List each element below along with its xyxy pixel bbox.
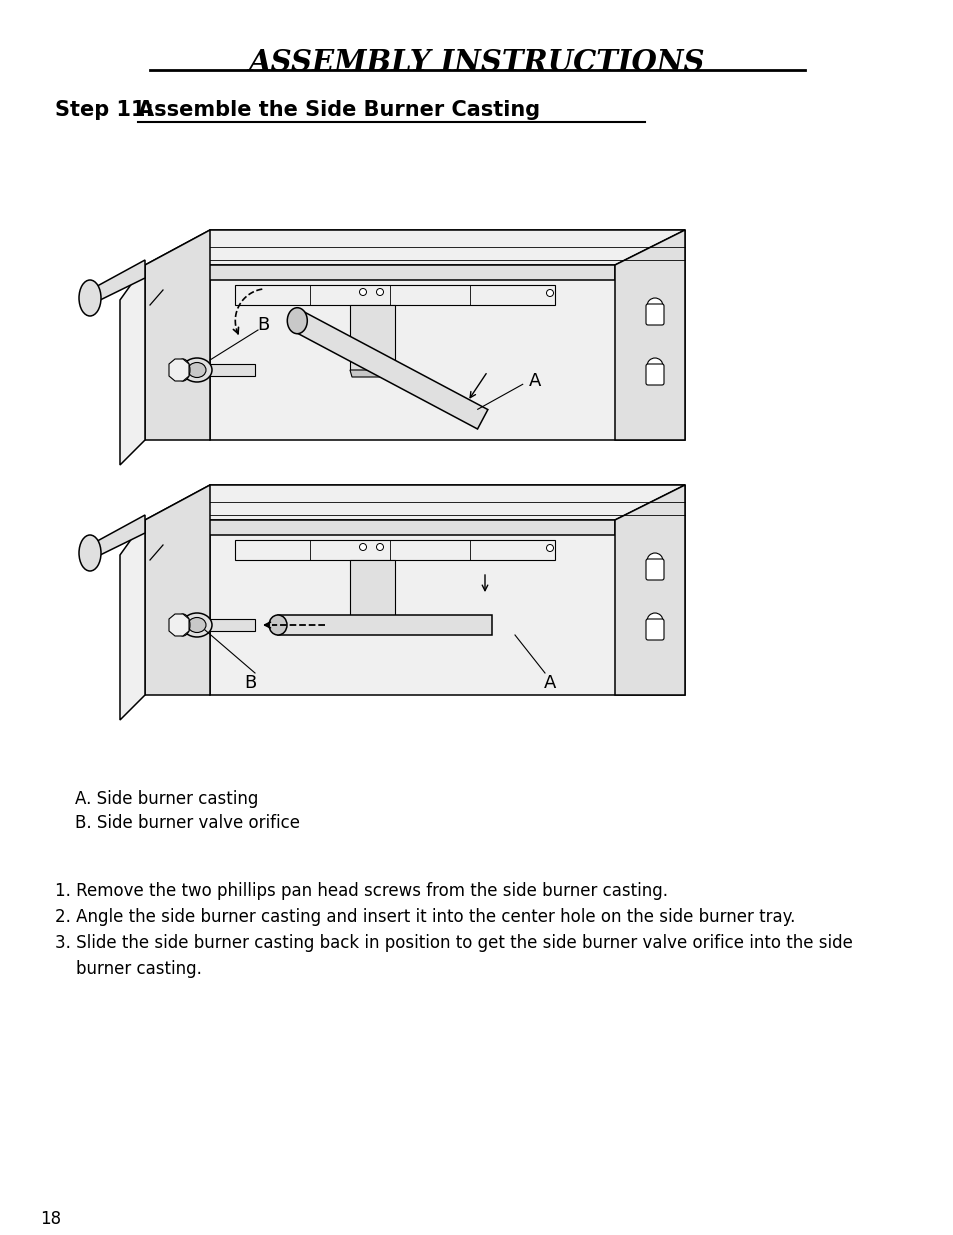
Circle shape: [646, 358, 662, 374]
Ellipse shape: [175, 614, 190, 636]
Circle shape: [646, 613, 662, 629]
Polygon shape: [277, 615, 492, 635]
Ellipse shape: [182, 613, 212, 637]
Polygon shape: [145, 520, 615, 535]
Polygon shape: [145, 230, 210, 440]
Ellipse shape: [269, 615, 287, 635]
Text: 18: 18: [40, 1210, 61, 1228]
Text: B: B: [256, 316, 269, 333]
Text: A. Side burner casting: A. Side burner casting: [75, 790, 258, 808]
Text: 3. Slide the side burner casting back in position to get the side burner valve o: 3. Slide the side burner casting back in…: [55, 934, 852, 952]
Text: B. Side burner valve orifice: B. Side burner valve orifice: [75, 814, 299, 832]
Polygon shape: [350, 625, 395, 632]
Ellipse shape: [79, 280, 101, 316]
Circle shape: [359, 543, 366, 551]
Ellipse shape: [287, 308, 307, 333]
Polygon shape: [169, 359, 189, 382]
FancyBboxPatch shape: [645, 619, 663, 640]
Polygon shape: [350, 305, 395, 370]
Circle shape: [376, 289, 383, 295]
Circle shape: [546, 545, 553, 552]
Polygon shape: [350, 370, 395, 377]
Polygon shape: [90, 261, 145, 305]
Polygon shape: [234, 285, 555, 305]
Circle shape: [376, 543, 383, 551]
Polygon shape: [120, 266, 145, 466]
Polygon shape: [615, 230, 684, 440]
Polygon shape: [145, 485, 684, 520]
Text: Assemble the Side Burner Casting: Assemble the Side Burner Casting: [138, 100, 539, 120]
Text: Step 11:: Step 11:: [55, 100, 161, 120]
Polygon shape: [120, 520, 145, 720]
Circle shape: [646, 553, 662, 569]
Ellipse shape: [188, 363, 206, 378]
Polygon shape: [210, 485, 684, 695]
Ellipse shape: [188, 618, 206, 632]
Polygon shape: [209, 364, 254, 375]
Polygon shape: [145, 266, 615, 280]
Ellipse shape: [175, 359, 190, 382]
Ellipse shape: [182, 358, 212, 382]
Text: burner casting.: burner casting.: [55, 960, 202, 978]
Polygon shape: [209, 619, 254, 631]
Polygon shape: [292, 311, 487, 429]
Text: A: A: [528, 372, 540, 390]
Polygon shape: [615, 485, 684, 695]
Polygon shape: [145, 485, 210, 695]
Circle shape: [359, 289, 366, 295]
Text: 1. Remove the two phillips pan head screws from the side burner casting.: 1. Remove the two phillips pan head scre…: [55, 882, 667, 900]
Text: 2. Angle the side burner casting and insert it into the center hole on the side : 2. Angle the side burner casting and ins…: [55, 908, 795, 926]
FancyBboxPatch shape: [645, 364, 663, 385]
Polygon shape: [350, 559, 395, 625]
Ellipse shape: [79, 535, 101, 571]
FancyBboxPatch shape: [645, 304, 663, 325]
Circle shape: [546, 289, 553, 296]
Polygon shape: [145, 230, 684, 266]
Circle shape: [646, 298, 662, 314]
Text: B: B: [244, 674, 255, 692]
Polygon shape: [234, 540, 555, 559]
FancyBboxPatch shape: [645, 559, 663, 580]
Polygon shape: [210, 230, 684, 440]
Polygon shape: [90, 515, 145, 559]
Text: A: A: [543, 674, 556, 692]
Text: ASSEMBLY INSTRUCTIONS: ASSEMBLY INSTRUCTIONS: [249, 48, 704, 77]
Polygon shape: [169, 614, 189, 636]
